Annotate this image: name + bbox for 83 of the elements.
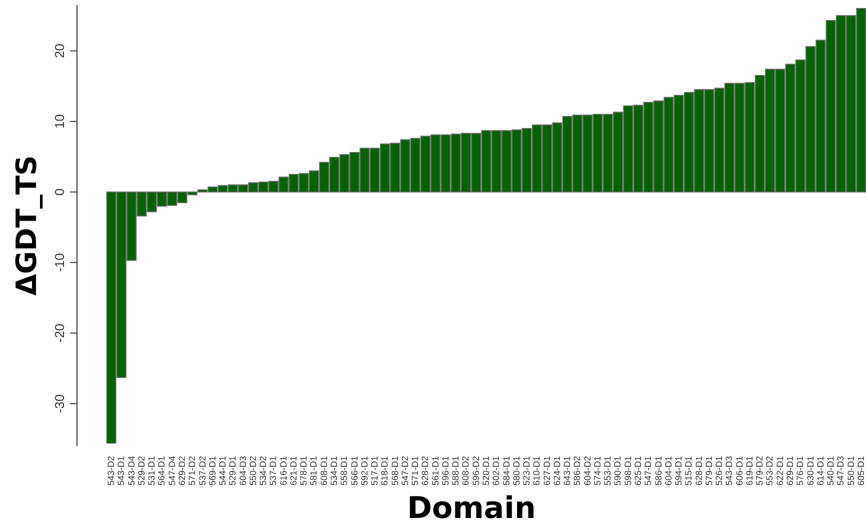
x-tick-label: 629-D1 bbox=[785, 456, 795, 486]
x-tick-label: 547-D3 bbox=[836, 456, 846, 486]
x-tick-label: 614-D1 bbox=[815, 456, 826, 486]
x-tick-label: 544-D1 bbox=[218, 456, 228, 486]
x-tick-label: 592-D1 bbox=[359, 456, 370, 486]
x-tick-label: 596-D1 bbox=[440, 456, 450, 486]
x-tick-label: 604-D2 bbox=[582, 456, 592, 486]
x-tick-label: 628-D2 bbox=[420, 456, 430, 486]
x-tick-label: 579-D1 bbox=[704, 456, 714, 486]
x-tick-label: 534-D1 bbox=[329, 456, 339, 486]
x-tick-label: 526-D1 bbox=[714, 456, 724, 486]
x-tick-label: 550-D2 bbox=[248, 456, 258, 486]
x-tick-label: 517-D1 bbox=[370, 456, 380, 486]
x-tick-label: 540-D1 bbox=[826, 456, 836, 486]
x-tick-label: 543-D2 bbox=[106, 456, 116, 486]
x-tick-label: 571-D1 bbox=[410, 456, 420, 486]
x-tick-label: 561-D1 bbox=[430, 456, 440, 486]
x-tick-label: 537-D2 bbox=[197, 456, 208, 486]
x-tick-label: 590-D1 bbox=[612, 456, 623, 486]
x-tick-label: 619-D1 bbox=[744, 456, 754, 486]
x-tick-label: 606-D1 bbox=[734, 456, 744, 486]
x-tick-label: 586-D2 bbox=[572, 456, 582, 486]
x-tick-label: 568-D1 bbox=[390, 456, 400, 486]
x-tick-label: 569-D1 bbox=[207, 456, 218, 486]
x-tick-label: 625-D1 bbox=[633, 456, 643, 486]
y-tick-label: 0 bbox=[52, 188, 67, 196]
x-tick-label: 547-D2 bbox=[400, 456, 410, 486]
x-tick-label: 622-D1 bbox=[774, 456, 785, 486]
x-tick-label: 534-D2 bbox=[258, 456, 268, 486]
x-tick-label: 608-D2 bbox=[460, 456, 471, 486]
x-tick-label: 586-D1 bbox=[653, 456, 664, 486]
x-tick-label: 608-D1 bbox=[318, 456, 329, 486]
x-tick-label: 531-D1 bbox=[146, 456, 157, 486]
x-tick-label: 566-D1 bbox=[349, 456, 360, 486]
x-tick-label: 543-D1 bbox=[116, 456, 126, 486]
x-tick-label: 588-D1 bbox=[450, 456, 461, 486]
x-axis-title: Domain bbox=[407, 491, 536, 524]
x-tick-label: 628-D1 bbox=[694, 456, 704, 486]
x-tick-label: 515-D1 bbox=[684, 456, 694, 486]
x-tick-label: 550-D1 bbox=[846, 456, 856, 486]
x-tick-label: 579-D2 bbox=[754, 456, 765, 486]
x-tick-label: 564-D1 bbox=[156, 456, 167, 486]
x-tick-label: 621-D1 bbox=[288, 456, 298, 486]
x-tick-label: 537-D1 bbox=[268, 456, 278, 486]
x-tick-label: 576-D1 bbox=[795, 456, 806, 486]
x-tick-label: 643-D1 bbox=[562, 456, 572, 486]
x-tick-label: 580-D1 bbox=[511, 456, 522, 486]
x-tick-label: 602-D1 bbox=[491, 456, 502, 486]
x-tick-label: 629-D2 bbox=[177, 456, 187, 486]
x-tick-label: 605-D1 bbox=[856, 456, 866, 486]
x-tick-label: 604-D1 bbox=[663, 456, 674, 486]
x-tick-label: 523-D1 bbox=[522, 456, 532, 486]
y-tick-label: -10 bbox=[52, 253, 67, 272]
x-tick-label: 547-D1 bbox=[643, 456, 654, 486]
x-tick-label: 598-D1 bbox=[622, 456, 633, 486]
x-tick-label: 543-D3 bbox=[724, 456, 734, 486]
x-tick-label: 578-D1 bbox=[298, 456, 309, 486]
x-tick-label: 571-D2 bbox=[187, 456, 198, 486]
x-tick-label: 553-D1 bbox=[602, 456, 613, 486]
x-tick-label: 529-D1 bbox=[228, 456, 238, 486]
y-tick-label: 10 bbox=[52, 114, 67, 129]
x-tick-label: 543-D4 bbox=[126, 456, 136, 486]
x-tick-label: 630-D1 bbox=[805, 456, 816, 486]
x-tick-label: 610-D1 bbox=[532, 456, 542, 486]
x-tick-label: 604-D3 bbox=[238, 456, 248, 486]
x-tick-label: 594-D1 bbox=[674, 456, 684, 486]
x-tick-label: 618-D1 bbox=[380, 456, 390, 486]
x-tick-label: 574-D1 bbox=[592, 456, 602, 486]
x-tick-label: 627-D1 bbox=[542, 456, 552, 486]
x-tick-label: 553-D2 bbox=[764, 456, 775, 486]
x-tick-label: 624-D1 bbox=[552, 456, 562, 486]
x-tick-label: 547-D4 bbox=[166, 456, 177, 486]
x-tick-label: 616-D1 bbox=[278, 456, 288, 486]
x-tick-label: 584-D1 bbox=[501, 456, 512, 486]
y-tick-label: -20 bbox=[52, 324, 67, 342]
x-tick-label: 558-D1 bbox=[339, 456, 350, 486]
y-tick-label: -30 bbox=[52, 394, 67, 414]
x-tick-label: 581-D1 bbox=[308, 456, 319, 486]
x-tick-label: 529-D2 bbox=[136, 456, 146, 486]
x-tick-label: 596-D2 bbox=[470, 456, 481, 486]
x-tick-label: 520-D1 bbox=[481, 456, 491, 486]
y-axis-title: ΔGDT_TS bbox=[10, 155, 43, 296]
y-tick-label: 20 bbox=[52, 44, 67, 58]
